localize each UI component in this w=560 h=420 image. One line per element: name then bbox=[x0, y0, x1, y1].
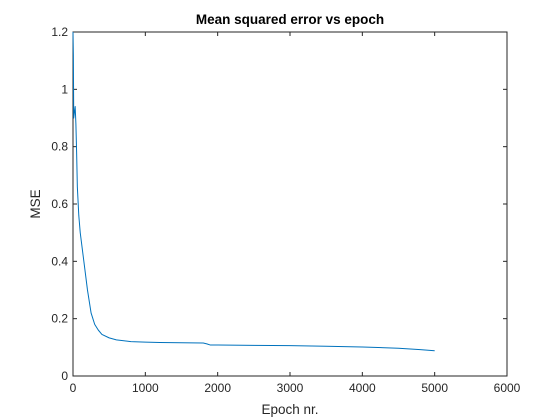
x-tick-label: 6000 bbox=[494, 381, 521, 395]
x-tick-label: 5000 bbox=[421, 381, 448, 395]
tick-labels: 0 1000 2000 3000 4000 5000 6000 0 0.2 0.4 0.6 0.8 1 1… bbox=[51, 25, 520, 395]
y-tick-label: 1 bbox=[61, 82, 68, 96]
y-tick-label: 0.6 bbox=[51, 197, 68, 211]
x-tick-label: 3000 bbox=[277, 381, 304, 395]
ticks bbox=[72, 31, 508, 377]
y-tick-label: 1.2 bbox=[51, 25, 68, 39]
x-tick-label: 1000 bbox=[132, 381, 159, 395]
x-tick-label: 4000 bbox=[349, 381, 376, 395]
y-tick-label: 0.2 bbox=[51, 312, 68, 326]
y-tick-label: 0 bbox=[61, 369, 68, 383]
series-layer bbox=[72, 31, 435, 352]
y-tick-label: 0.8 bbox=[51, 140, 68, 154]
x-tick-label: 2000 bbox=[204, 381, 231, 395]
x-axis-label: Epoch nr. bbox=[261, 402, 318, 417]
plot-area bbox=[72, 31, 508, 377]
series-line bbox=[72, 31, 435, 352]
x-tick-label: 0 bbox=[70, 381, 77, 395]
chart-title: Mean squared error vs epoch bbox=[196, 12, 384, 27]
y-axis-label: MSE bbox=[28, 189, 43, 218]
y-tick-label: 0.4 bbox=[51, 254, 68, 268]
